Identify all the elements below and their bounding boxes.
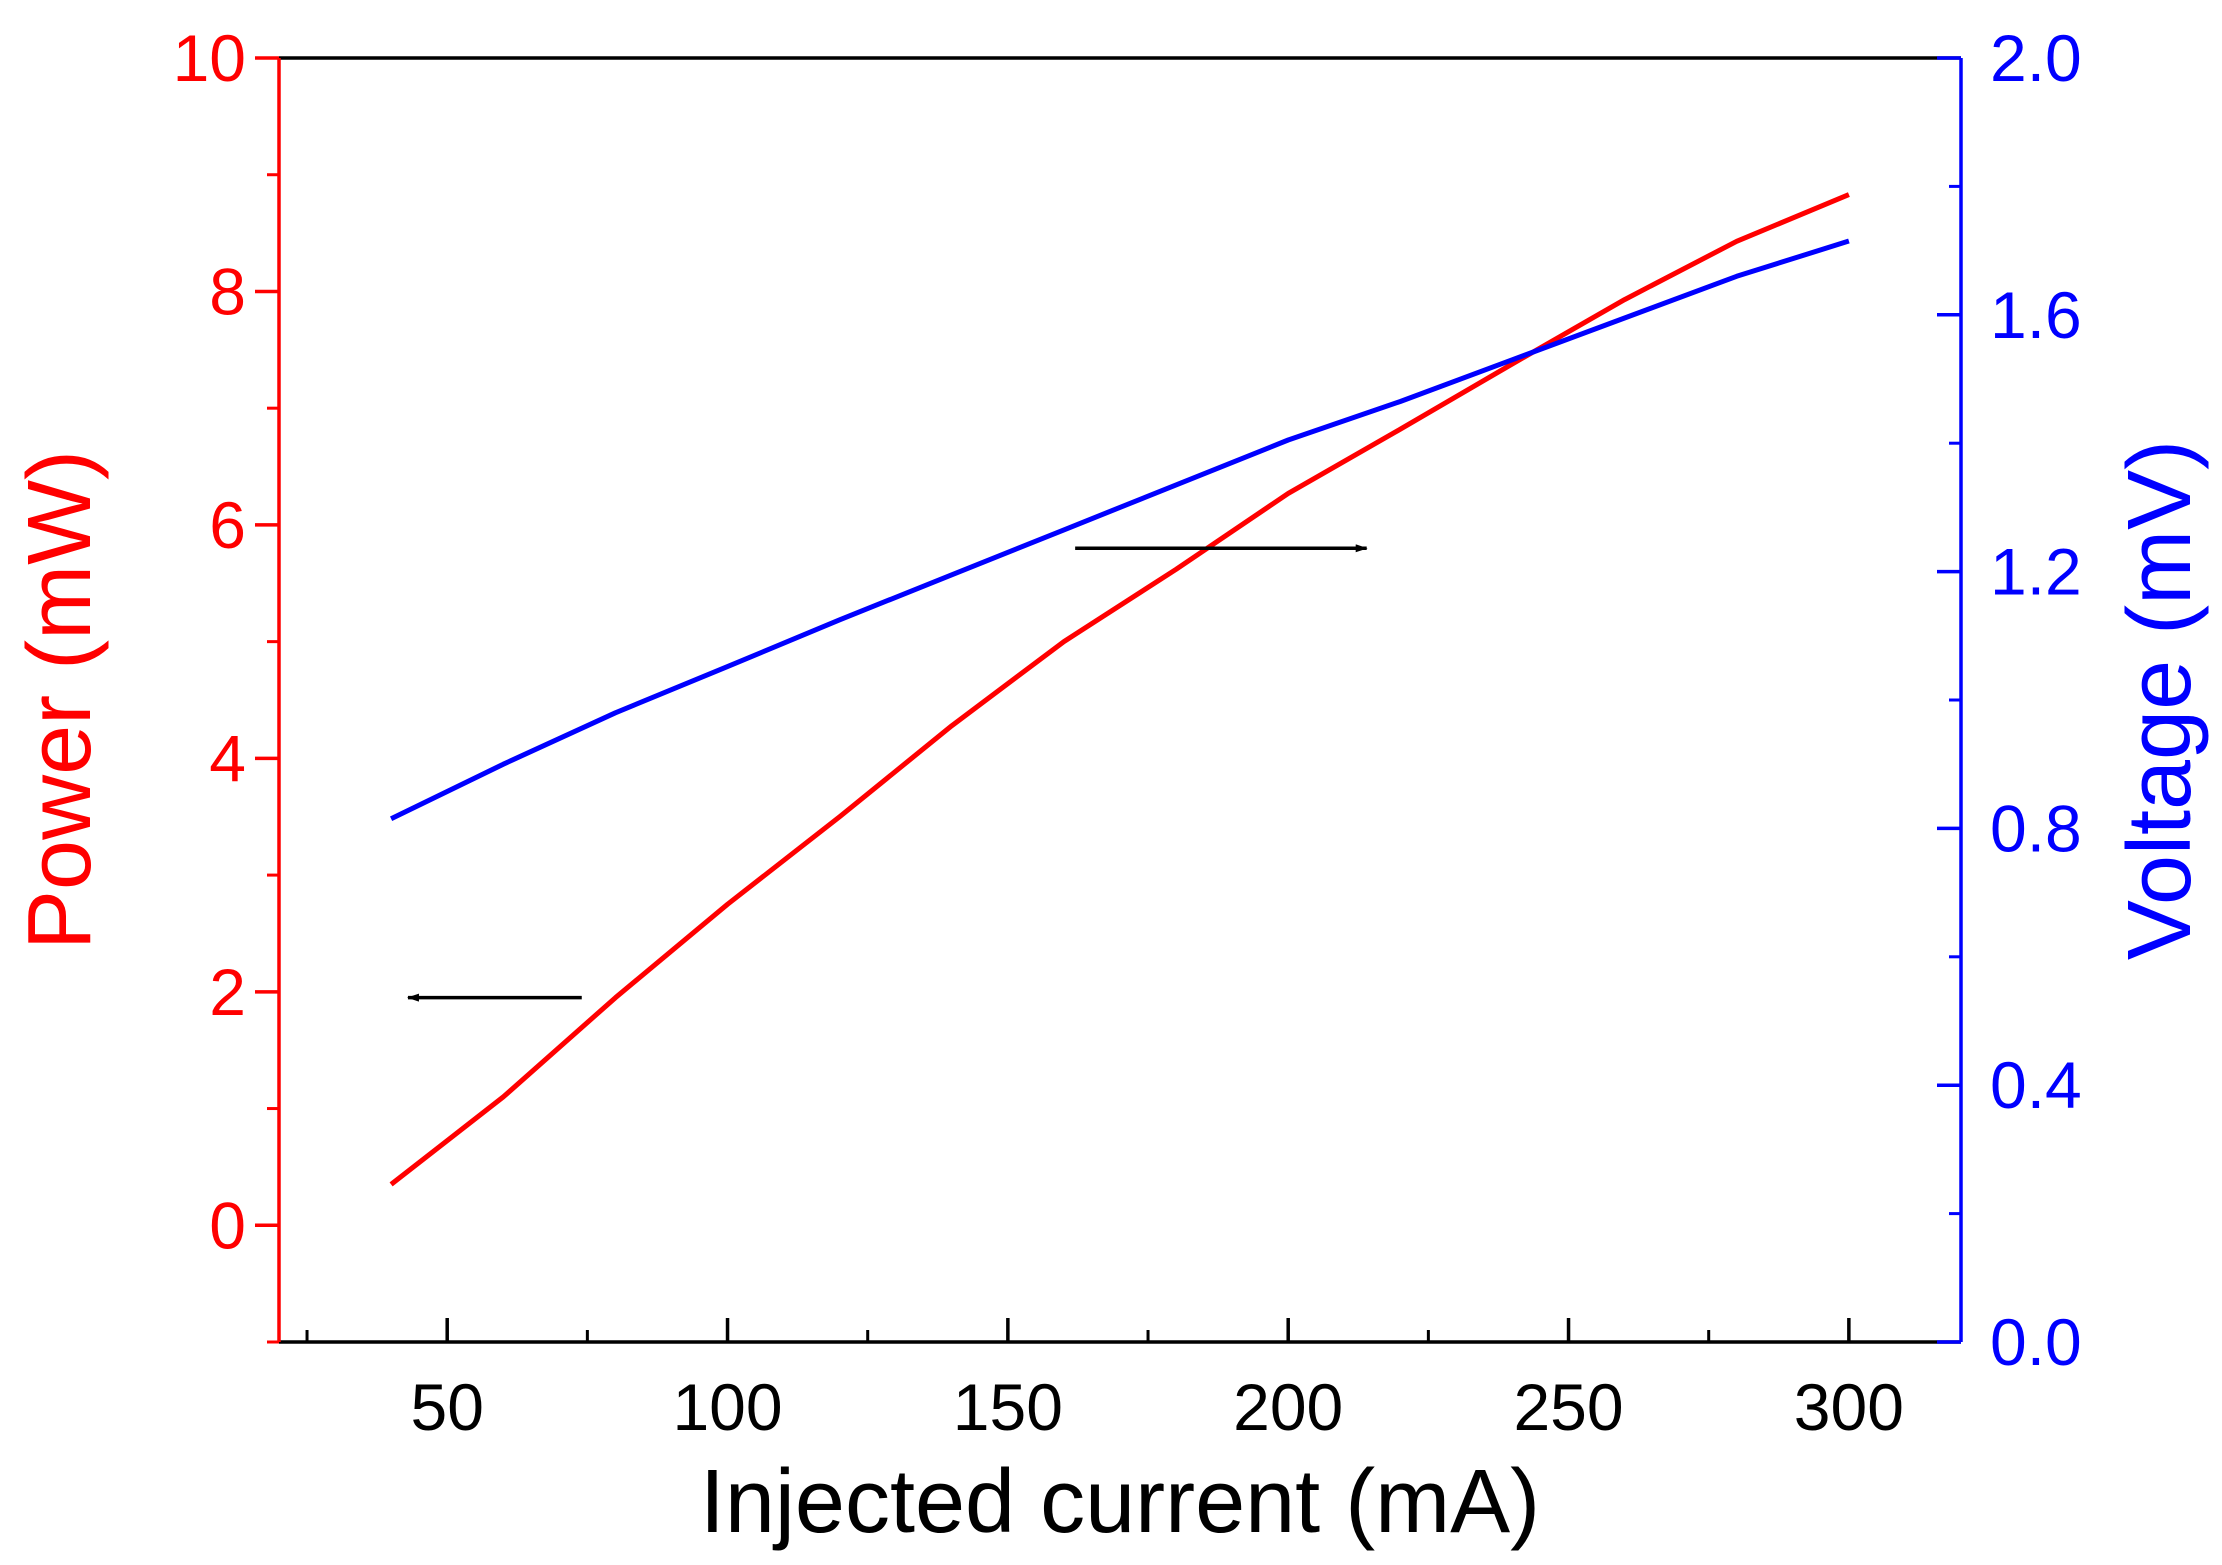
x-axis-title: Injected current (mA) bbox=[700, 1452, 1540, 1552]
annotation-layer bbox=[406, 544, 1368, 1002]
x-tick-label: 300 bbox=[1794, 1370, 1904, 1444]
right-y-axis-title: Voltage (mV) bbox=[2110, 440, 2210, 960]
left-tick-label: 8 bbox=[209, 254, 246, 328]
left-tick-label: 6 bbox=[209, 488, 246, 562]
right-tick-label: 0.4 bbox=[1990, 1048, 2082, 1122]
series-layer bbox=[389, 192, 1850, 1187]
x-tick-label: 50 bbox=[410, 1370, 483, 1444]
right-tick-label: 2.0 bbox=[1990, 21, 2082, 95]
x-tick-label: 200 bbox=[1233, 1370, 1343, 1444]
left-tick-label: 0 bbox=[209, 1188, 246, 1262]
right-tick-label: 0.0 bbox=[1990, 1305, 2082, 1379]
right-tick-label: 1.2 bbox=[1990, 535, 2082, 609]
right-tick-label: 0.8 bbox=[1990, 791, 2082, 865]
left-y-axis-title: Power (mW) bbox=[10, 450, 110, 950]
tick-layer: 50 100 150 200 250 300 0 2 4 6 8 10 0.0 0.4 0.8 1.2 1.6 2… bbox=[173, 21, 2082, 1444]
left-tick-label: 4 bbox=[209, 721, 246, 795]
x-tick-label: 100 bbox=[672, 1370, 782, 1444]
right-tick-label: 1.6 bbox=[1990, 278, 2082, 352]
x-tick-label: 150 bbox=[953, 1370, 1063, 1444]
series-line-voltage bbox=[390, 238, 1850, 822]
left-tick-label: 10 bbox=[173, 21, 246, 95]
series-line-power bbox=[389, 192, 1850, 1187]
left-tick-label: 2 bbox=[209, 955, 246, 1029]
x-tick-label: 250 bbox=[1513, 1370, 1623, 1444]
